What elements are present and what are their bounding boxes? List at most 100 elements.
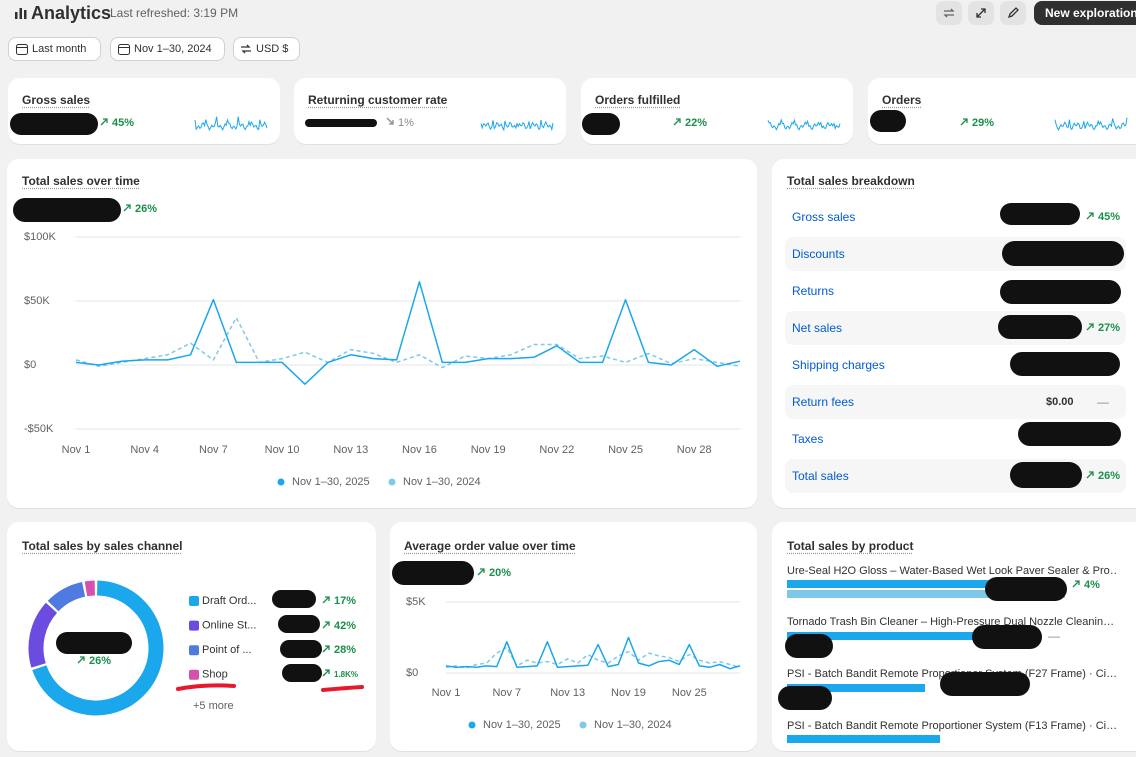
breakdown-value: $0.00 bbox=[1046, 396, 1074, 408]
kpi-title: Gross sales bbox=[22, 93, 91, 107]
trend-icon bbox=[1086, 212, 1094, 220]
sync-button[interactable] bbox=[936, 1, 962, 25]
edit-button[interactable] bbox=[1000, 1, 1026, 25]
legend-dot bbox=[579, 721, 587, 729]
x-tick-label: Nov 28 bbox=[677, 444, 712, 456]
new-exploration-button[interactable] bbox=[1034, 1, 1136, 25]
filter-label[interactable]: Last month bbox=[32, 43, 87, 55]
breakdown-change: 27% bbox=[1086, 320, 1120, 336]
currency-filter[interactable] bbox=[233, 37, 300, 61]
donut-slice bbox=[84, 580, 96, 597]
redaction bbox=[282, 664, 322, 682]
expand-button[interactable] bbox=[968, 1, 994, 25]
donut-slice bbox=[32, 580, 164, 716]
y-tick-label: -$50K bbox=[24, 423, 54, 435]
calendar-icon bbox=[118, 44, 130, 55]
card-title: Total sales over time bbox=[22, 174, 140, 188]
more-link[interactable]: +5 more bbox=[193, 700, 234, 712]
product-bar bbox=[787, 580, 1000, 588]
product-name: Ure-Seal H2O Gloss – Water-Based Wet Loo… bbox=[787, 565, 1117, 577]
new-exploration-label[interactable]: New exploration bbox=[1045, 6, 1136, 20]
redaction bbox=[13, 198, 121, 222]
x-tick-label: Nov 1 bbox=[62, 444, 91, 456]
breakdown-label: Returns bbox=[792, 284, 835, 298]
y-tick-label: $0 bbox=[24, 359, 36, 371]
product-bar bbox=[787, 632, 975, 640]
sparkline bbox=[767, 118, 841, 131]
kpi-title: Orders fulfilled bbox=[595, 93, 681, 107]
redaction bbox=[305, 119, 377, 127]
kpi-change: 29% bbox=[960, 115, 994, 131]
trend-icon bbox=[322, 596, 330, 604]
trend-icon bbox=[322, 669, 330, 677]
series-line bbox=[75, 316, 741, 369]
kpi-title: Returning customer rate bbox=[308, 93, 448, 107]
row-bg bbox=[785, 385, 1126, 419]
redaction bbox=[280, 640, 322, 658]
trend-icon bbox=[477, 568, 485, 576]
x-tick-label: Nov 13 bbox=[333, 444, 368, 456]
trend-icon bbox=[960, 118, 968, 126]
legend-label: Point of ... bbox=[202, 644, 252, 656]
x-tick-label: Nov 19 bbox=[471, 444, 506, 456]
y-tick-label: $100K bbox=[24, 231, 56, 243]
legend-swatch bbox=[189, 645, 199, 656]
card-title: Total sales by sales channel bbox=[22, 539, 183, 553]
redaction bbox=[1000, 280, 1121, 304]
redaction bbox=[785, 634, 833, 658]
card-title: Total sales by product bbox=[787, 539, 914, 553]
redaction bbox=[778, 686, 832, 710]
redaction bbox=[1010, 462, 1082, 488]
x-tick-label: Nov 7 bbox=[199, 444, 228, 456]
kpi-card[interactable] bbox=[581, 78, 853, 144]
card-title: Average order value over time bbox=[404, 539, 576, 553]
calendar-icon bbox=[16, 44, 28, 55]
breakdown-change: 45% bbox=[1086, 209, 1120, 225]
redaction bbox=[998, 315, 1082, 339]
series-line bbox=[445, 636, 741, 670]
x-tick-label: Nov 1 bbox=[432, 687, 461, 699]
kpi-card[interactable] bbox=[868, 78, 1136, 144]
legend-label: Shop bbox=[202, 669, 228, 681]
breakdown-label: Total sales bbox=[792, 469, 849, 483]
date-filter[interactable] bbox=[8, 37, 101, 61]
card-title: Total sales breakdown bbox=[787, 174, 915, 188]
breakdown-label: Return fees bbox=[792, 395, 855, 409]
currency-icon bbox=[241, 44, 251, 54]
x-tick-label: Nov 7 bbox=[492, 687, 521, 699]
x-tick-label: Nov 19 bbox=[611, 687, 646, 699]
channel-change: 17% bbox=[322, 593, 356, 609]
kpi-card[interactable] bbox=[294, 78, 566, 144]
redaction bbox=[392, 561, 474, 585]
filter-label[interactable]: USD $ bbox=[256, 43, 289, 55]
breakdown-label: Net sales bbox=[792, 321, 843, 335]
legend-label: Nov 1–30, 2025 bbox=[483, 719, 561, 731]
legend-label: Nov 1–30, 2024 bbox=[403, 476, 481, 488]
trend-icon bbox=[1086, 471, 1094, 479]
channel-change: 1.8K% bbox=[322, 667, 358, 683]
last-refreshed: Last refreshed: 3:19 PM bbox=[110, 6, 239, 20]
redaction bbox=[272, 590, 316, 608]
legend-dot bbox=[388, 478, 396, 486]
product-change: — bbox=[1048, 629, 1060, 643]
donut-slice bbox=[28, 602, 58, 668]
sparkline bbox=[480, 119, 554, 132]
product-bar bbox=[787, 684, 925, 692]
legend-dot bbox=[277, 478, 285, 486]
redaction bbox=[10, 113, 98, 135]
trend-icon bbox=[1086, 323, 1094, 331]
kpi-change: 1% bbox=[386, 115, 414, 131]
change: 26% bbox=[77, 653, 111, 669]
channel-change: 28% bbox=[322, 642, 356, 658]
trend-icon bbox=[123, 204, 131, 212]
redaction bbox=[940, 672, 1030, 696]
trend-icon bbox=[1072, 580, 1080, 588]
x-tick-label: Nov 16 bbox=[402, 444, 437, 456]
x-tick-label: Nov 25 bbox=[608, 444, 643, 456]
trend-icon bbox=[77, 656, 85, 664]
filter-label[interactable]: Nov 1–30, 2024 bbox=[134, 43, 212, 55]
x-tick-label: Nov 22 bbox=[539, 444, 574, 456]
breakdown-label: Taxes bbox=[792, 432, 824, 446]
redaction bbox=[1010, 352, 1120, 376]
